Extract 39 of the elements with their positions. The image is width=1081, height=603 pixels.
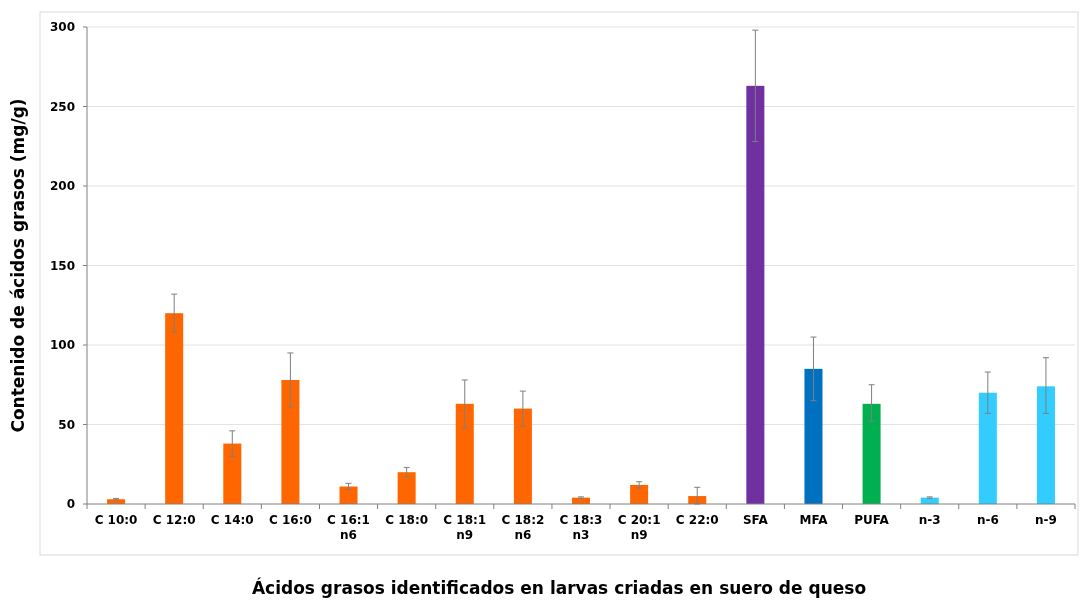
y-tick-label: 200 [49, 179, 75, 194]
bar [804, 368, 823, 504]
x-tick-label: C 16:1 n6 [327, 513, 370, 542]
bar [978, 392, 997, 504]
bar [397, 472, 416, 504]
x-tick-label: SFA [742, 513, 769, 527]
x-tick-label: C 20:1 n9 [617, 513, 661, 542]
bar [223, 443, 242, 504]
y-axis-title: Contenido de ácidos grasos (mg/g) [8, 98, 28, 433]
bar [455, 403, 474, 504]
x-tick-label: C 18:0 [385, 513, 429, 527]
bar [630, 484, 649, 504]
y-tick-label: 300 [49, 20, 75, 35]
x-tick-label: C 16:0 [268, 513, 312, 527]
y-tick-label: 100 [49, 338, 75, 353]
y-tick-label: 50 [58, 417, 75, 432]
x-tick-label: C 18:3 n3 [559, 513, 603, 542]
y-tick-label: 150 [49, 258, 75, 273]
bar [165, 313, 184, 504]
x-tick-label: C 12:0 [152, 513, 196, 527]
bar [746, 85, 765, 504]
y-tick-label: 0 [66, 497, 75, 512]
x-tick-label: C 14:0 [210, 513, 254, 527]
bar [513, 408, 532, 504]
x-tick-label: n-9 [1035, 513, 1057, 527]
x-tick-label: C 10:0 [94, 513, 138, 527]
x-tick-label: PUFA [854, 513, 890, 527]
bar [1036, 386, 1055, 504]
bar [862, 403, 881, 504]
x-axis-title: Ácidos grasos identificados en larvas criadas en suero de queso [251, 577, 867, 598]
bar [281, 379, 300, 504]
x-tick-label: C 22:0 [675, 513, 719, 527]
x-tick-label: n-6 [976, 513, 999, 527]
x-tick-label: C 18:2 n6 [501, 513, 545, 542]
x-tick-label: n-3 [918, 513, 941, 527]
x-tick-label: MFA [799, 513, 829, 527]
bar [339, 486, 358, 504]
y-tick-label: 250 [49, 99, 75, 114]
x-tick-label: C 18:1 n9 [443, 513, 487, 542]
